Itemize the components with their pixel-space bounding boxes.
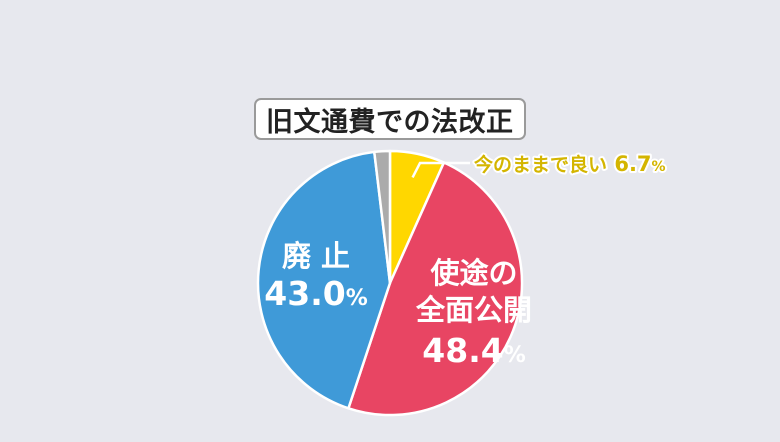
slice-label-full-disclosure: 使途の — [429, 256, 517, 290]
pie-slice — [373, 149, 392, 285]
pie-slice — [347, 161, 524, 417]
pie-slice — [256, 150, 392, 410]
slice-label-keep-as-is: 今のままで良い 6.7% — [473, 152, 666, 176]
leader-line — [411, 161, 470, 178]
slice-label-abolish: 廃 止 — [282, 239, 350, 273]
slice-value-abolish: 43.0% — [264, 274, 367, 313]
chart-title: 旧文通費での法改正 — [254, 98, 526, 140]
slice-label-full-disclosure-line2: 全面公開 — [415, 293, 532, 327]
slice-value-full-disclosure: 48.4% — [422, 331, 525, 370]
pie-slices — [256, 149, 524, 417]
